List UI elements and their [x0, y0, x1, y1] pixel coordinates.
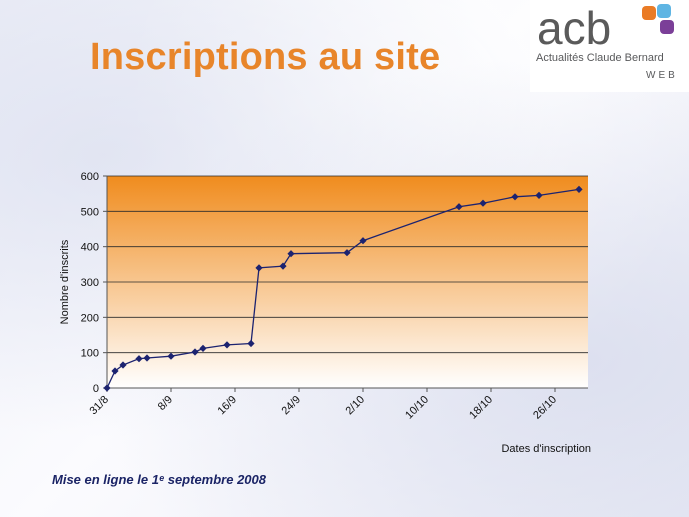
logo: acb Actualités Claude Bernard WEB	[530, 0, 689, 92]
footer-note: Mise en ligne le 1ᵉ septembre 2008	[52, 472, 266, 487]
x-tick-label-6: 18/10	[467, 394, 495, 422]
data-point-12	[287, 250, 295, 258]
x-tick-label-7: 26/10	[531, 394, 559, 422]
logo-square-blue	[657, 4, 671, 18]
data-point-7	[199, 344, 207, 352]
acb-logo-mark: acb	[537, 2, 674, 52]
data-point-13	[343, 249, 351, 257]
x-tick-labels: 31/8 8/9 16/9 24/9 2/10 10/10 18/10 26/10	[87, 388, 559, 422]
gridlines	[107, 175, 588, 354]
data-point-2	[119, 361, 127, 369]
x-axis-label: Dates d'inscription	[501, 443, 591, 455]
data-point-3	[135, 355, 143, 363]
data-point-8	[223, 341, 231, 349]
data-point-0	[103, 384, 111, 392]
y-tick-label-200: 200	[81, 312, 99, 324]
data-point-5	[167, 352, 175, 360]
y-tick-label-600: 600	[81, 171, 99, 183]
page-title: Inscriptions au site	[90, 36, 441, 78]
y-tick-labels: 0 100 200 300 400 500 600	[81, 171, 107, 395]
data-point-14	[359, 237, 367, 245]
y-tick-label-100: 100	[81, 348, 99, 360]
x-tick-label-0: 31/8	[87, 394, 111, 418]
x-tick-label-4: 2/10	[343, 394, 367, 418]
y-axis-label: Nombre d'inscrits	[59, 239, 71, 324]
y-tick-label-0: 0	[93, 383, 99, 395]
data-point-9	[247, 339, 255, 348]
y-tick-label-500: 500	[81, 206, 99, 218]
x-tick-label-1: 8/9	[156, 394, 175, 413]
data-point-15	[455, 203, 463, 211]
data-point-17	[511, 193, 519, 201]
x-tick-label-3: 24/9	[279, 394, 303, 418]
logo-square-purple	[660, 20, 674, 34]
data-point-1	[111, 367, 119, 375]
x-tick-label-5: 10/10	[403, 394, 431, 422]
logo-tagline: Actualités Claude Bernard	[536, 52, 664, 64]
y-tick-label-300: 300	[81, 277, 99, 289]
data-point-18	[535, 191, 543, 199]
data-point-11	[279, 262, 287, 270]
y-tick-label-400: 400	[81, 242, 99, 254]
series-line	[103, 185, 583, 392]
data-point-10	[255, 264, 263, 272]
x-tick-label-2: 16/9	[215, 394, 239, 418]
logo-web: WEB	[646, 70, 678, 81]
data-point-16	[479, 199, 487, 207]
data-point-6	[191, 348, 199, 356]
data-point-19	[575, 185, 583, 193]
logo-square-orange	[642, 6, 656, 20]
data-point-4	[143, 354, 151, 362]
logo-wordmark: acb	[537, 2, 611, 52]
